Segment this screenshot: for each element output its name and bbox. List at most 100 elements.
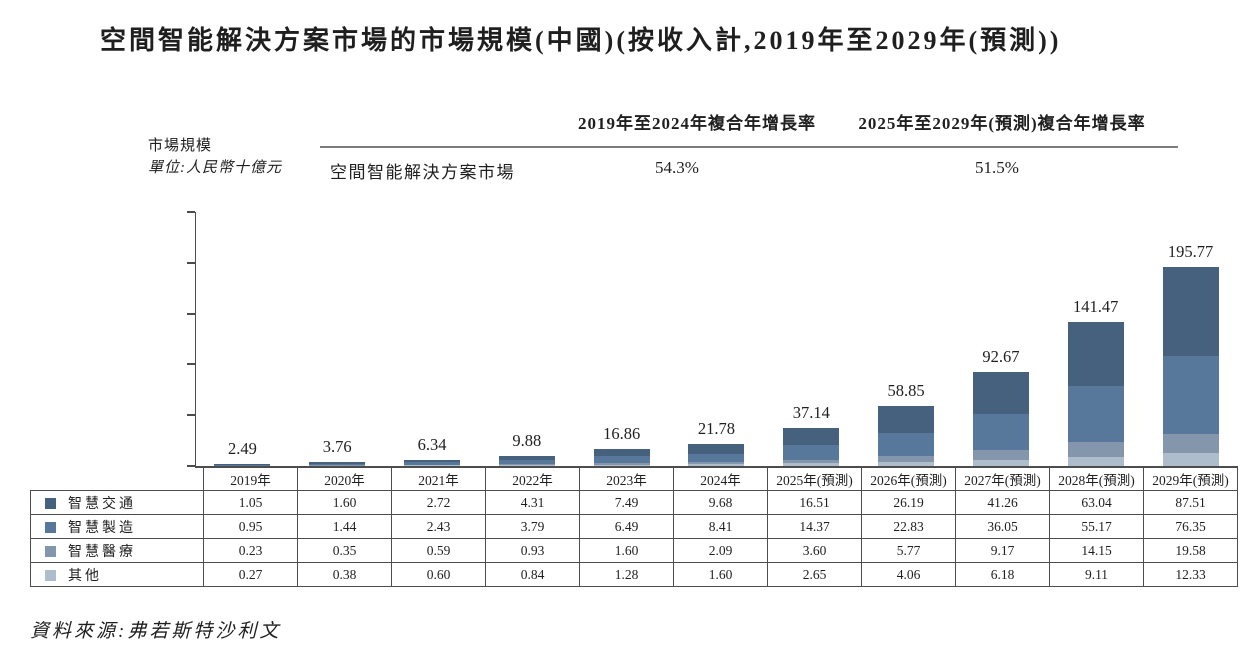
bar-column: 16.86	[574, 212, 669, 466]
table-value-cell: 1.05	[203, 490, 298, 515]
bar-column: 92.67	[954, 212, 1049, 466]
table-value-cell: 2.72	[391, 490, 486, 515]
bar-segment	[688, 443, 745, 454]
bar-total-label: 16.86	[603, 423, 641, 443]
table-row: 智慧醫療 0.23 0.35 0.59 0.93 1.60 2.09 3.60 5.77 9.17…	[30, 538, 1238, 563]
table-value-cell: 6.18	[955, 562, 1050, 587]
table-value-cell: 76.35	[1143, 514, 1238, 539]
legend-label: 智慧交通	[68, 496, 136, 512]
bar-column: 58.85	[859, 212, 954, 466]
bar-segment	[1067, 386, 1124, 443]
table-value-cell: 63.04	[1049, 490, 1144, 515]
bar-segment	[214, 463, 271, 465]
chart-title: 空間智能解決方案市場的市場規模(中國)(按收入計,2019年至2029年(預測)…	[100, 26, 1062, 55]
table-value-cell: 19.58	[1143, 538, 1238, 563]
table-value-cell: 22.83	[861, 514, 956, 539]
table-value-cell: 14.15	[1049, 538, 1144, 563]
table-value-cell: 0.59	[391, 538, 486, 563]
bar-segment	[1067, 456, 1124, 466]
bar-stack	[783, 428, 840, 466]
bar-column: 6.34	[385, 212, 480, 466]
table-value-cell: 0.84	[485, 562, 580, 587]
bar-segment	[593, 448, 650, 457]
x-category-header: 2021年	[391, 466, 486, 491]
y-tick-mark	[187, 414, 195, 417]
x-category-header: 2025年(預測)	[767, 466, 862, 491]
bar-total-label: 3.76	[322, 437, 352, 457]
table-value-cell: 4.31	[485, 490, 580, 515]
bar-stack	[1067, 322, 1124, 466]
table-value-cell: 0.60	[391, 562, 486, 587]
legend-label: 智慧製造	[68, 520, 136, 536]
bar-stack	[878, 406, 935, 466]
table-value-cell: 2.43	[391, 514, 486, 539]
bar-segment	[404, 462, 461, 465]
cagr-divider-line	[320, 146, 1178, 148]
bar-total-label: 2.49	[227, 438, 257, 458]
y-tick-mark	[187, 363, 195, 366]
legend-cell: 智慧製造	[30, 514, 204, 539]
table-value-cell: 1.28	[579, 562, 674, 587]
bar-segment	[498, 456, 555, 461]
bar-segment	[1067, 442, 1124, 457]
bar-stack	[498, 456, 555, 466]
table-value-cell: 9.11	[1049, 562, 1144, 587]
y-axis-unit-line2: 單位:人民幣十億元	[148, 160, 282, 176]
bar-segment	[404, 465, 461, 466]
bar-segment	[972, 459, 1029, 466]
bar-stack	[214, 463, 271, 466]
bar-segment	[972, 371, 1029, 414]
bar-column: 3.76	[290, 212, 385, 466]
bar-segment	[972, 450, 1029, 460]
legend-label: 其他	[68, 568, 102, 584]
table-value-cell: 14.37	[767, 514, 862, 539]
x-category-header: 2029年(預測)	[1143, 466, 1238, 491]
bar-segment	[309, 463, 366, 466]
cagr-row-label: 空間智能解決方案市場	[330, 163, 515, 182]
bar-segment	[404, 464, 461, 466]
legend-swatch-icon	[45, 497, 56, 509]
y-tick-mark	[187, 312, 195, 315]
bar-segment	[878, 456, 935, 462]
bar-segment	[783, 428, 840, 446]
bar-segment	[498, 464, 555, 466]
table-value-cell: 0.35	[297, 538, 392, 563]
bar-total-label: 37.14	[792, 403, 830, 423]
y-tick-mark	[187, 211, 195, 213]
table-row: 其他 0.27 0.38 0.60 0.84 1.28 1.60 2.65 4.06 6.18 9.…	[30, 562, 1238, 587]
bar-segment	[1162, 356, 1219, 434]
x-category-header: 2028年(預測)	[1049, 466, 1144, 491]
bar-column: 2.49	[195, 212, 290, 466]
table-value-cell: 1.60	[297, 490, 392, 515]
cagr-value-2019-2024: 54.3%	[655, 158, 699, 177]
table-value-cell: 9.17	[955, 538, 1050, 563]
bar-segment	[498, 460, 555, 465]
table-value-cell: 3.79	[485, 514, 580, 539]
bar-total-label: 92.67	[982, 346, 1020, 366]
x-category-header: 2019年	[203, 466, 298, 491]
bar-segment	[688, 453, 745, 463]
table-row: 智慧交通 1.05 1.60 2.72 4.31 7.49 9.68 16.51 26.19 41…	[30, 490, 1238, 515]
legend-cell: 智慧交通	[30, 490, 204, 515]
table-value-cell: 26.19	[861, 490, 956, 515]
bar-segment	[1162, 267, 1219, 357]
bar-column: 195.77	[1143, 212, 1238, 466]
bar-stack	[1162, 267, 1219, 466]
table-value-cell: 3.60	[767, 538, 862, 563]
bar-segment	[688, 464, 745, 466]
bar-column: 37.14	[764, 212, 859, 466]
bar-segment	[783, 445, 840, 460]
legend-swatch-icon	[45, 545, 56, 557]
bar-segment	[1067, 322, 1124, 387]
bar-segment	[783, 463, 840, 466]
table-value-cell: 0.27	[203, 562, 298, 587]
x-category-header: 2020年	[297, 466, 392, 491]
bar-segment	[593, 456, 650, 464]
bar-total-label: 141.47	[1073, 297, 1119, 317]
legend-label: 智慧醫療	[68, 544, 136, 560]
table-value-cell: 5.77	[861, 538, 956, 563]
x-category-header: 2027年(預測)	[955, 466, 1050, 491]
bar-segment	[214, 464, 271, 466]
bar-segment	[593, 464, 650, 466]
table-value-cell: 36.05	[955, 514, 1050, 539]
